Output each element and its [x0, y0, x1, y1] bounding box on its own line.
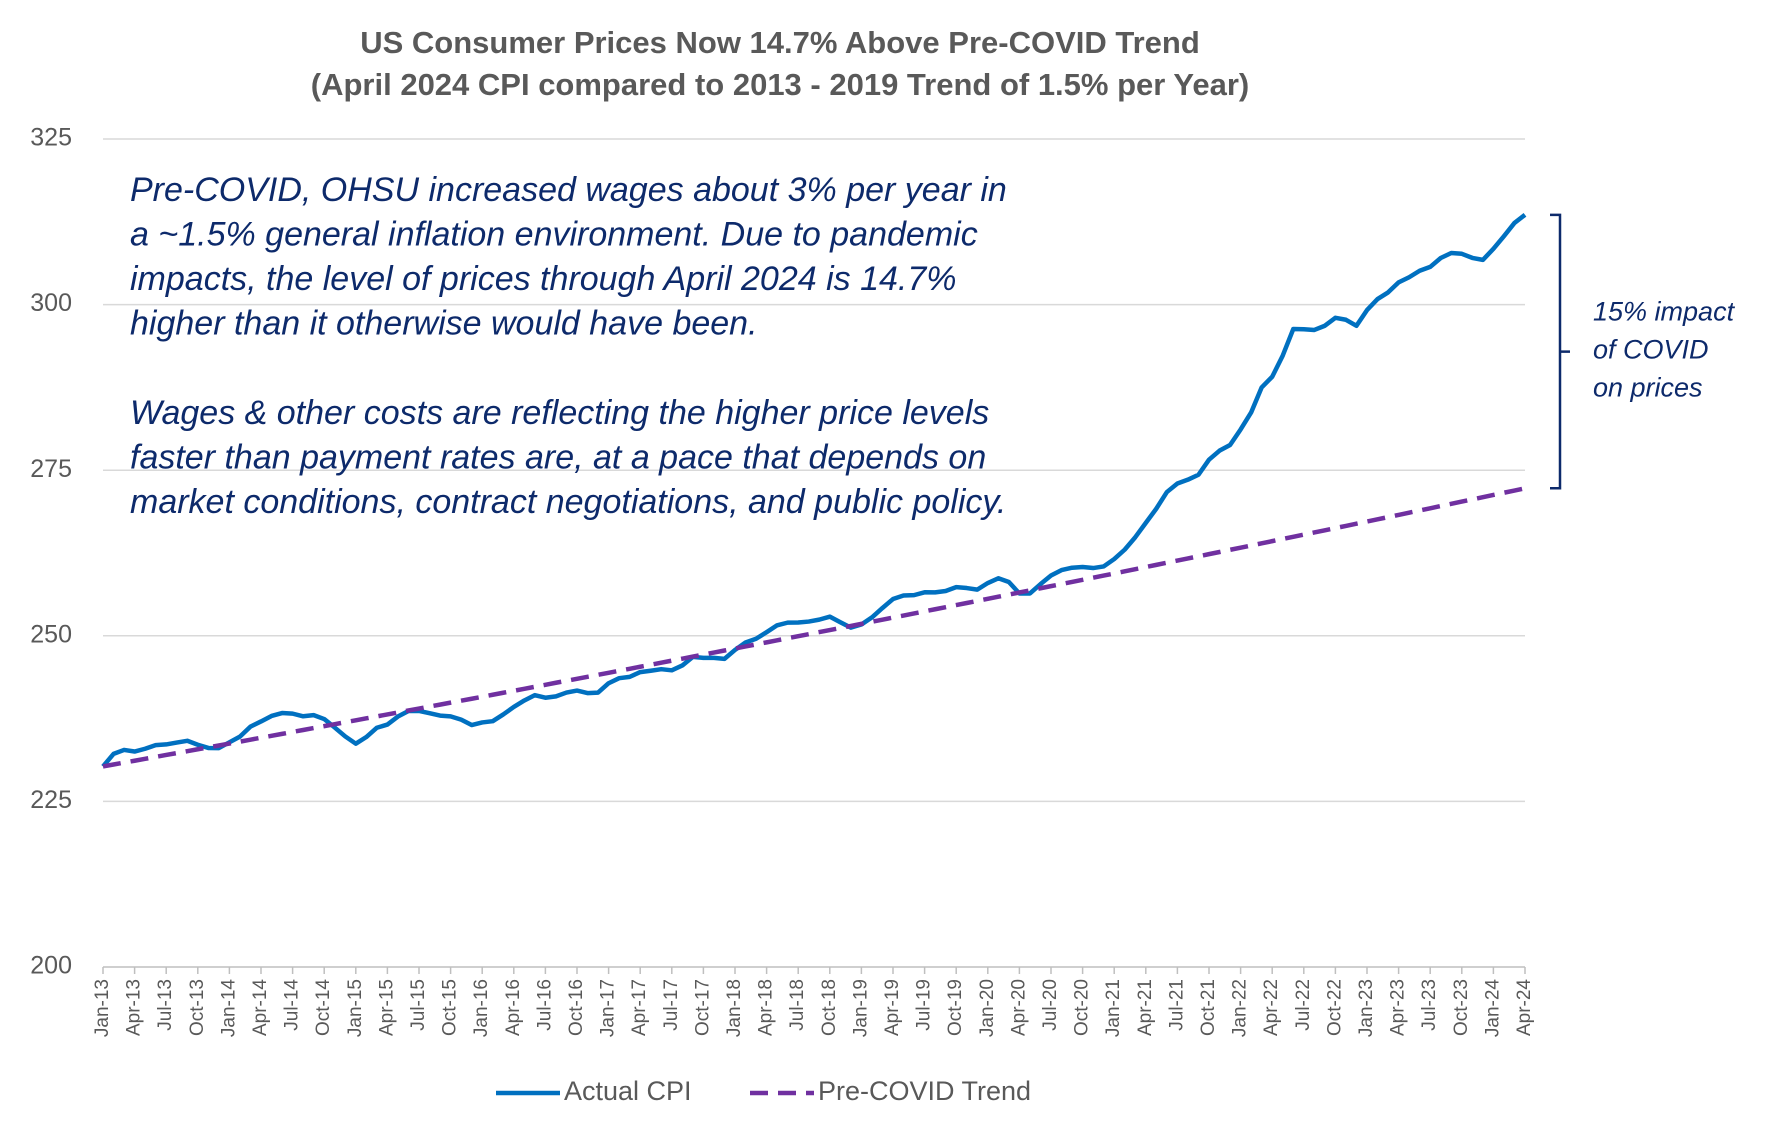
y-tick-label: 275 [30, 455, 72, 483]
x-tick-label: Jan-15 [345, 979, 366, 1037]
x-tick-label: Jan-16 [471, 979, 492, 1037]
x-tick-label: Apr-15 [376, 979, 397, 1036]
x-tick-label: Jan-13 [92, 979, 113, 1037]
series-line [102, 486, 1526, 769]
x-tick-label: Oct-17 [692, 979, 713, 1036]
x-tick-label: Oct-13 [187, 979, 208, 1036]
x-tick-label: Jul-16 [534, 979, 555, 1031]
x-tick-label: Jan-22 [1230, 979, 1251, 1037]
y-tick-label: 225 [30, 786, 72, 814]
x-tick-label: Apr-19 [882, 979, 903, 1036]
x-tick-label: Jul-14 [282, 979, 303, 1031]
x-tick-label: Jul-15 [408, 979, 429, 1031]
x-tick-label: Oct-19 [945, 979, 966, 1036]
x-tick-label: Jan-17 [598, 979, 619, 1037]
x-tick-label: Apr-16 [503, 979, 524, 1036]
y-tick-label: 250 [30, 620, 72, 648]
annotation-text: on prices [1593, 373, 1703, 403]
x-tick-label: Apr-18 [756, 979, 777, 1036]
annotation-text: a ~1.5% general inflation environment. D… [130, 215, 978, 253]
x-tick-label: Oct-21 [1198, 979, 1219, 1036]
x-tick-label: Jul-23 [1419, 979, 1440, 1031]
x-tick-label: Oct-14 [313, 979, 334, 1036]
annotation-text: of COVID [1593, 335, 1709, 365]
legend-label: Pre-COVID Trend [818, 1076, 1031, 1106]
annotation-text: market conditions, contract negotiations… [130, 483, 1006, 521]
series-line [101, 213, 1527, 768]
annotation-text: 15% impact [1593, 297, 1736, 327]
y-tick-label: 325 [30, 124, 72, 152]
x-tick-label: Apr-22 [1261, 979, 1282, 1036]
x-tick-label: Oct-16 [566, 979, 587, 1036]
y-tick-label: 200 [30, 952, 72, 980]
x-tick-label: Oct-23 [1451, 979, 1472, 1036]
x-tick-label: Jul-21 [1166, 979, 1187, 1031]
annotation-text: higher than it otherwise would have been… [130, 304, 758, 342]
annotation-text: impacts, the level of prices through Apr… [130, 260, 957, 298]
x-tick-label: Jan-20 [977, 979, 998, 1037]
x-tick-label: Apr-23 [1388, 979, 1409, 1036]
x-tick-label: Jul-22 [1293, 979, 1314, 1031]
x-tick-label: Jan-23 [1356, 979, 1377, 1037]
legend-label: Actual CPI [564, 1076, 692, 1106]
x-tick-label: Jul-19 [914, 979, 935, 1031]
x-tick-label: Apr-24 [1514, 979, 1535, 1036]
x-tick-label: Jan-14 [218, 979, 239, 1038]
annotation-text: faster than payment rates are, at a pace… [130, 438, 986, 476]
x-tick-label: Jul-20 [1040, 979, 1061, 1031]
x-tick-label: Oct-20 [1072, 979, 1093, 1036]
x-tick-label: Apr-20 [1008, 979, 1029, 1036]
x-tick-label: Jul-18 [787, 979, 808, 1031]
x-tick-label: Apr-13 [124, 979, 145, 1036]
x-tick-label: Jan-18 [724, 979, 745, 1037]
x-tick-label: Jan-19 [850, 979, 871, 1037]
x-tick-label: Apr-17 [629, 979, 650, 1036]
x-tick-label: Oct-15 [440, 979, 461, 1036]
x-tick-label: Jul-17 [661, 979, 682, 1031]
chart-title: US Consumer Prices Now 14.7% Above Pre-C… [360, 25, 1200, 60]
x-tick-label: Jan-21 [1103, 979, 1124, 1037]
x-tick-label: Jul-13 [155, 979, 176, 1031]
bracket [1550, 213, 1570, 490]
annotation-text: Pre-COVID, OHSU increased wages about 3%… [130, 171, 1007, 209]
x-tick-label: Oct-18 [819, 979, 840, 1036]
x-tick-label: Jan-24 [1482, 979, 1503, 1038]
annotation-text: Wages & other costs are reflecting the h… [130, 394, 989, 432]
x-tick-label: Oct-22 [1324, 979, 1345, 1036]
y-tick-label: 300 [30, 289, 72, 317]
x-tick-label: Apr-21 [1135, 979, 1156, 1036]
chart-subtitle: (April 2024 CPI compared to 2013 - 2019 … [311, 67, 1249, 102]
x-tick-label: Apr-14 [250, 979, 271, 1036]
